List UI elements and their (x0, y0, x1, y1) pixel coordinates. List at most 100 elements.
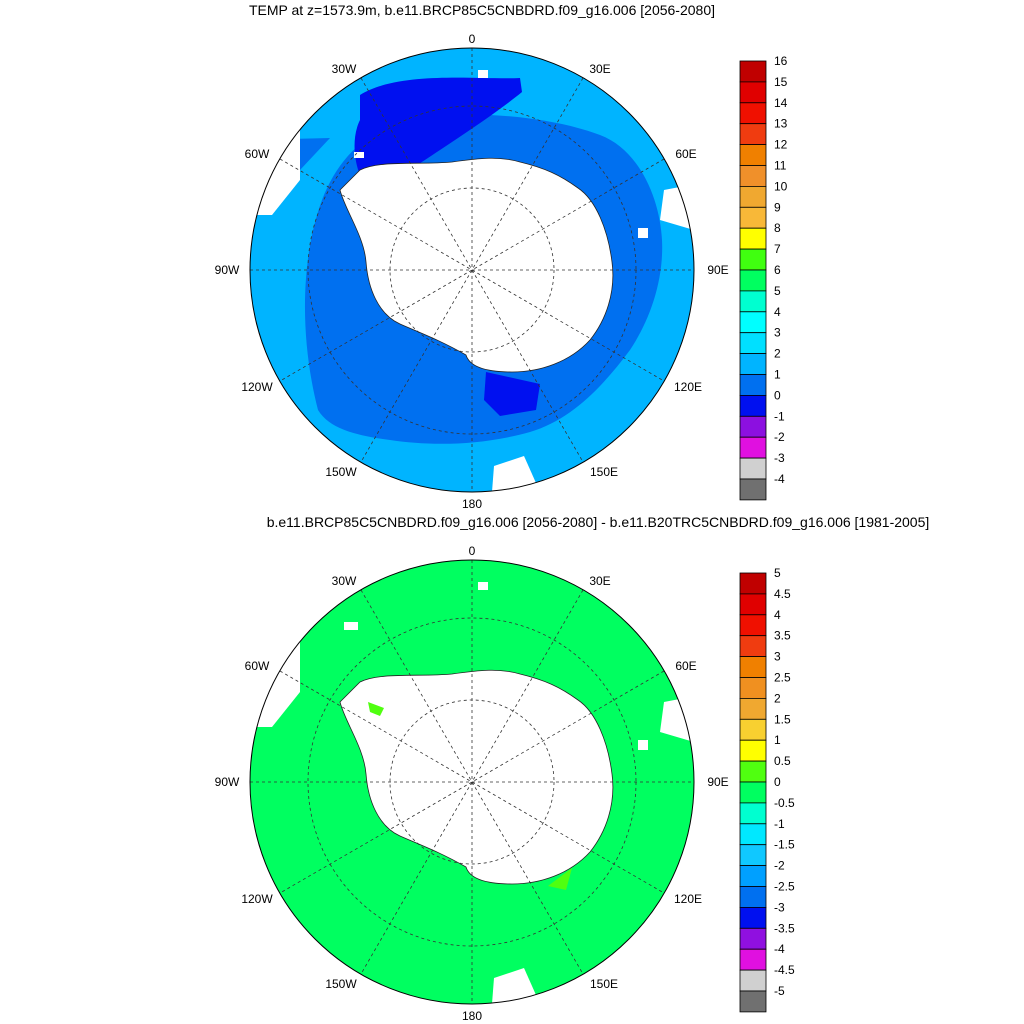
colorbar-tick-label: -3 (774, 900, 785, 914)
colorbar-swatch (739, 206, 767, 229)
diff-0-5-1-patch (548, 868, 572, 890)
colorbar-swatch (739, 457, 767, 480)
colorbar-swatch (739, 227, 767, 250)
colorbar-swatch (739, 311, 767, 334)
colorbar-tick-label: 5 (774, 284, 781, 298)
land-mask-south (492, 456, 540, 492)
colorbar-swatch (739, 760, 767, 783)
colorbar-swatch (739, 478, 767, 501)
colorbar-swatch (739, 614, 767, 637)
colorbar-swatch (739, 332, 767, 355)
lon-label: 30W (332, 62, 357, 76)
colorbar-swatch (739, 802, 767, 825)
colorbar-tick-label: 16 (774, 54, 788, 68)
lon-label: 150W (325, 465, 357, 479)
bottom-map-title: b.e11.BRCP85C5CNBDRD.f09_g16.006 [2056-2… (266, 514, 930, 530)
lon-label: 120E (674, 892, 702, 906)
colorbar-tick-label: 1 (774, 733, 781, 747)
colorbar-tick-label: -1 (774, 817, 785, 831)
lon-label: 30E (589, 574, 610, 588)
colorbar-swatch (739, 718, 767, 741)
colorbar-tick-label: -2 (774, 859, 785, 873)
ocean-0-1-weddell (354, 77, 522, 186)
ocean-0-1-ross (484, 372, 540, 416)
top-map-title: TEMP at z=1573.9m, b.e11.BRCP85C5CNBDRD.… (248, 2, 716, 18)
lon-label: 30W (332, 574, 357, 588)
colorbar-swatch (739, 844, 767, 867)
colorbar-swatch (739, 886, 767, 908)
lon-label: 90E (707, 775, 728, 789)
colorbar-tick-label: -4 (774, 942, 785, 956)
colorbar-tick-label: 4 (774, 608, 781, 622)
antarctica-landmask (340, 158, 613, 372)
colorbar-swatch (739, 290, 767, 313)
map-boundary (249, 559, 695, 1005)
lon-label: 60E (675, 147, 696, 161)
colorbar-swatch (739, 60, 767, 83)
colorbar-tick-label: -2 (774, 430, 785, 444)
colorbar-tick-label: 3 (774, 326, 781, 340)
top-polar-map: 0 30E 60E 90E 120E 150E 180 150W 120W 90… (215, 32, 788, 511)
lon-label: 150E (590, 977, 618, 991)
colorbar-tick-label: 11 (774, 159, 787, 173)
colorbar-tick-label: -2.5 (774, 880, 795, 894)
colorbar-tick-label: 0 (774, 775, 781, 789)
antarctica-coastline (339, 669, 614, 885)
lon-label: 150E (590, 465, 618, 479)
colorbar-tick-label: -4.5 (774, 963, 795, 977)
colorbar-swatch (739, 697, 767, 720)
colorbar-swatch (739, 823, 767, 846)
colorbar-swatch (739, 677, 767, 699)
colorbar-swatch (739, 144, 767, 166)
colorbar-tick-label: 3 (774, 650, 781, 664)
colorbar-swatch (739, 927, 767, 950)
colorbar-tick-label: 15 (774, 75, 788, 89)
lon-label: 120W (241, 380, 273, 394)
colorbar-tick-label: -0.5 (774, 796, 795, 810)
colorbar-swatch (739, 394, 767, 417)
colorbar-swatch (739, 353, 767, 375)
colorbar-tick-label: 0 (774, 388, 781, 402)
colorbar-swatch (739, 415, 767, 438)
colorbar-tick-label: 7 (774, 242, 781, 256)
colorbar-swatch (739, 656, 767, 678)
colorbar-swatch (739, 739, 767, 762)
colorbar-tick-label: 13 (774, 117, 788, 131)
colorbar-tick-label: -3.5 (774, 921, 795, 935)
colorbar-swatch (739, 635, 767, 657)
bottom-polar-map: 0 30E 60E 90E 120E 150E 180 150W 120W 90… (215, 544, 795, 1023)
colorbar-tick-label: 5 (774, 566, 781, 580)
colorbar-swatch (739, 948, 767, 971)
colorbar-swatch (739, 374, 767, 396)
antarctica-landmask (340, 670, 613, 884)
map-boundary (249, 47, 695, 493)
colorbar-tick-label: 14 (774, 96, 788, 110)
colorbar-tick-label: 3.5 (774, 629, 791, 643)
colorbar-swatch (739, 81, 767, 104)
lon-label: 180 (462, 1009, 482, 1023)
colorbar-tick-label: 2 (774, 691, 781, 705)
colorbar-tick-label: 10 (774, 179, 788, 193)
lon-label: 30E (589, 62, 610, 76)
colorbar-swatch (739, 102, 767, 125)
lon-label: 90W (215, 263, 240, 277)
colorbar-swatch (739, 572, 767, 595)
lon-label: 0 (469, 544, 476, 558)
graticule (250, 48, 694, 492)
colorbar-tick-label: 4.5 (774, 587, 791, 601)
colorbar-tick-label: 4 (774, 305, 781, 319)
lon-label: 60W (245, 147, 270, 161)
lon-label: 120E (674, 380, 702, 394)
lon-label: 150W (325, 977, 357, 991)
lon-label: 60E (675, 659, 696, 673)
colorbar-tick-label: 9 (774, 200, 781, 214)
colorbar-tick-label: 1.5 (774, 712, 791, 726)
colorbar-swatch (739, 165, 767, 187)
colorbar-tick-label: 1 (774, 368, 781, 382)
colorbar-tick-label: 8 (774, 221, 781, 235)
colorbar-swatch (739, 269, 767, 292)
lon-label: 60W (245, 659, 270, 673)
colorbar-swatch (739, 248, 767, 271)
colorbar-swatch (739, 906, 767, 929)
